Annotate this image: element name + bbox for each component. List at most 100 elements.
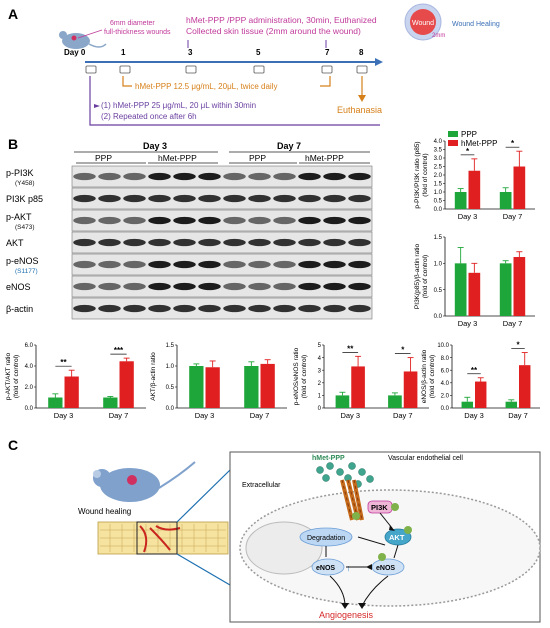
blot-band bbox=[223, 282, 246, 291]
x-tick-label: Day 3 bbox=[464, 411, 484, 420]
wound-healing-label: Wound Healing bbox=[452, 21, 500, 28]
x-tick-label: Day 7 bbox=[393, 411, 413, 420]
significance-label: * bbox=[511, 139, 515, 148]
blot-group-2: hMet-PPP bbox=[158, 153, 197, 163]
blot-band bbox=[298, 172, 321, 181]
y-tick-label: 0.5 bbox=[166, 385, 175, 391]
panel-c-label: C bbox=[8, 437, 18, 453]
y-tick-label: 1.5 bbox=[434, 182, 443, 188]
blot-band bbox=[348, 194, 371, 203]
blot-band bbox=[348, 216, 371, 225]
blot-band bbox=[173, 282, 196, 291]
akt-label: AKT bbox=[389, 533, 405, 542]
y-tick-label: 0.0 bbox=[441, 406, 450, 412]
degradation-label: Degradation bbox=[307, 535, 345, 542]
y-tick-label: 2.0 bbox=[434, 173, 443, 179]
blot-band bbox=[73, 216, 96, 225]
blot-band bbox=[173, 216, 196, 225]
blot-band bbox=[148, 172, 171, 181]
blot-band bbox=[248, 194, 271, 203]
bar bbox=[513, 166, 526, 209]
blot-band bbox=[298, 238, 321, 247]
y-tick-label: 0.5 bbox=[434, 288, 443, 294]
blot-group-4: hMet-PPP bbox=[305, 153, 344, 163]
bar bbox=[499, 263, 512, 316]
bar bbox=[461, 401, 473, 408]
day8-label: 8 bbox=[359, 48, 364, 57]
blot-band bbox=[98, 282, 121, 291]
x-tick-label: Day 7 bbox=[503, 319, 523, 328]
blot-band bbox=[198, 194, 221, 203]
blot-band bbox=[198, 260, 221, 269]
legend-ppp-swatch bbox=[448, 131, 458, 137]
blot-band bbox=[273, 304, 296, 313]
phospho-marker-pi3k bbox=[391, 503, 399, 511]
camera-icons bbox=[85, 65, 368, 74]
x-tick-label: Day 3 bbox=[458, 212, 478, 221]
panel-b-label: B bbox=[8, 136, 18, 152]
blot-band bbox=[323, 172, 346, 181]
blot-band bbox=[198, 304, 221, 313]
blot-band bbox=[123, 194, 146, 203]
admin-line2: Collected skin tissue (2mm around the wo… bbox=[186, 26, 361, 36]
blot-band bbox=[298, 216, 321, 225]
blot-strip bbox=[71, 275, 373, 298]
blot-strip bbox=[71, 187, 373, 210]
blot-row-label: AKT bbox=[6, 238, 24, 248]
y-axis-label-unit: (fold of control) bbox=[422, 153, 429, 196]
wound-note-line2: full-thickness wounds bbox=[104, 29, 171, 36]
significance-label: * bbox=[516, 341, 520, 350]
blot-band bbox=[273, 172, 296, 181]
blot-band bbox=[223, 194, 246, 203]
dose-step2: (2) Repeated once after 6h bbox=[101, 112, 197, 121]
y-tick-label: 4 bbox=[318, 356, 322, 362]
bar bbox=[513, 257, 526, 316]
single-dose-bracket bbox=[89, 76, 380, 126]
y-tick-label: 2 bbox=[318, 381, 322, 387]
y-tick-label: 6.0 bbox=[441, 368, 450, 374]
blot-band bbox=[248, 282, 271, 291]
bar bbox=[48, 397, 63, 408]
blot-band bbox=[223, 304, 246, 313]
blot-band bbox=[348, 304, 371, 313]
y-axis-label-unit: (fold of control) bbox=[301, 355, 308, 398]
skin-tissue-illustration bbox=[97, 521, 229, 555]
wound-diagram: Wound 2mm bbox=[404, 3, 445, 41]
blot-band bbox=[123, 238, 146, 247]
blot-band bbox=[273, 194, 296, 203]
blot-band bbox=[248, 216, 271, 225]
blot-band bbox=[98, 304, 121, 313]
bar bbox=[519, 365, 531, 408]
blot-row-label: p-PI3K bbox=[6, 168, 34, 178]
blot-band bbox=[148, 282, 171, 291]
blot-band bbox=[223, 172, 246, 181]
bar bbox=[475, 381, 487, 408]
blot-band bbox=[323, 304, 346, 313]
admin-line1: hMet-PPP /PPP administration, 30min, Eut… bbox=[186, 15, 377, 25]
bar bbox=[454, 263, 467, 316]
blot-band bbox=[323, 260, 346, 269]
day7-label: 7 bbox=[325, 48, 330, 57]
blot-row-sublabel: (Y458) bbox=[15, 180, 35, 187]
blot-band bbox=[323, 282, 346, 291]
y-tick-label: 5 bbox=[318, 343, 322, 349]
blot-band bbox=[73, 304, 96, 313]
blot-band bbox=[223, 238, 246, 247]
x-tick-label: Day 3 bbox=[340, 411, 360, 420]
blot-band bbox=[198, 238, 221, 247]
y-tick-label: 10.0 bbox=[437, 343, 449, 349]
blot-band bbox=[298, 304, 321, 313]
blot-row-label: eNOS bbox=[6, 282, 31, 292]
wound-healing-caption: Wound healing bbox=[78, 507, 131, 516]
blot-band bbox=[298, 194, 321, 203]
blot-band bbox=[273, 238, 296, 247]
phospho-marker-akt bbox=[404, 526, 412, 534]
blot-band bbox=[123, 282, 146, 291]
y-axis-label: p-PI3K/PI3K ratio (p85) bbox=[414, 141, 421, 208]
dose-step1: (1) hMet-PPP 25 μg/mL, 20 μL within 30mi… bbox=[101, 101, 256, 110]
timeline-arrowhead bbox=[375, 58, 383, 66]
blot-strip bbox=[71, 209, 373, 232]
blot-band bbox=[273, 260, 296, 269]
blot-band bbox=[198, 216, 221, 225]
blot-band bbox=[98, 260, 121, 269]
